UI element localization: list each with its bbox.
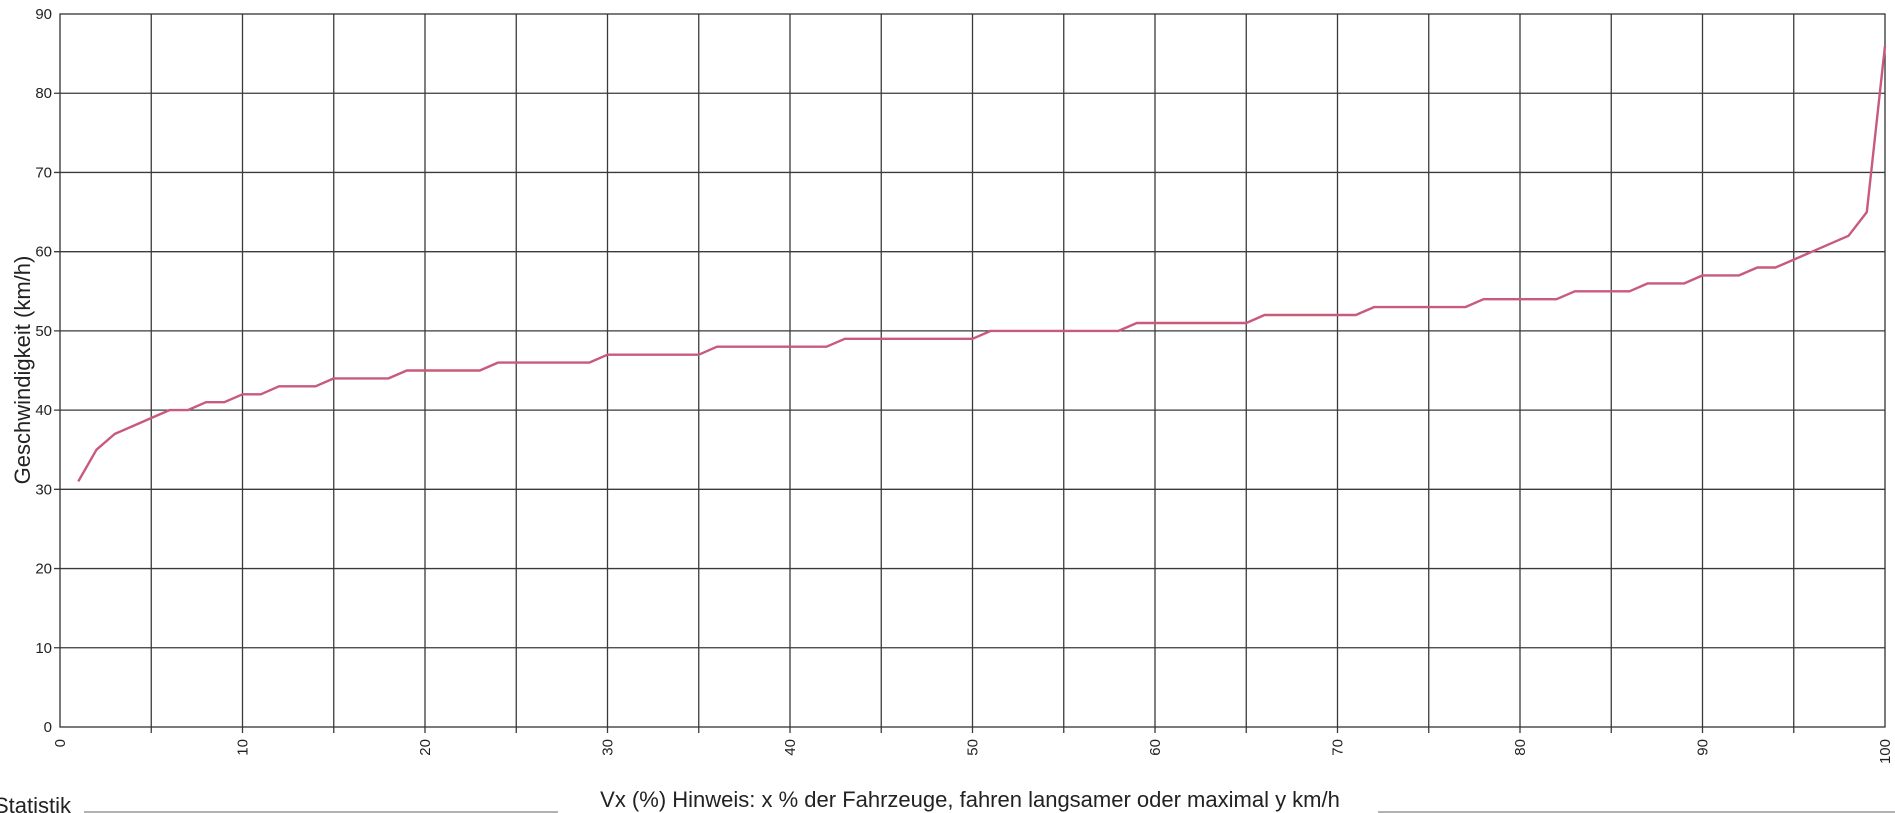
- y-tick-label-70: 70: [35, 164, 52, 181]
- x-tick-label-50: 50: [965, 739, 982, 756]
- y-tick-label-30: 30: [35, 481, 52, 498]
- x-tick-label-90: 90: [1695, 739, 1712, 756]
- x-tick-label-0: 0: [52, 739, 69, 747]
- y-tick-label-10: 10: [35, 640, 52, 657]
- plot-frame: [59, 13, 1886, 728]
- horizontal-grid-lines: [54, 92, 1885, 649]
- x-tick-label-10: 10: [235, 739, 252, 756]
- series-group: [77, 45, 1887, 482]
- x-tick-label-70: 70: [1330, 739, 1347, 756]
- x-tick-label-40: 40: [782, 739, 799, 756]
- x-tick-label-20: 20: [417, 739, 434, 756]
- series-line-0: [77, 45, 1887, 482]
- x-tick-label-30: 30: [600, 739, 617, 756]
- x-axis-title: Vx (%) Hinweis: x % der Fahrzeuge, fahre…: [600, 787, 1340, 812]
- x-tick-labels: 0 10 20 30 40 50 60 70 80 90 100: [52, 739, 1894, 764]
- y-axis-title: Geschwindigkeit (km/h): [10, 256, 35, 485]
- statistik-section-label: Statistik: [0, 793, 72, 813]
- y-tick-label-90: 90: [35, 6, 52, 23]
- x-tick-label-60: 60: [1147, 739, 1164, 756]
- x-tick-label-80: 80: [1512, 739, 1529, 756]
- y-tick-label-20: 20: [35, 561, 52, 578]
- y-tick-label-40: 40: [35, 402, 52, 419]
- y-tick-label-0: 0: [44, 719, 52, 736]
- y-tick-labels: 0 10 20 30 40 50 60 70 80 90: [35, 6, 52, 736]
- y-tick-label-50: 50: [35, 323, 52, 340]
- y-tick-label-80: 80: [35, 85, 52, 102]
- vertical-grid-lines: [150, 14, 1795, 733]
- x-tick-label-100: 100: [1877, 739, 1894, 764]
- y-tick-label-60: 60: [35, 244, 52, 261]
